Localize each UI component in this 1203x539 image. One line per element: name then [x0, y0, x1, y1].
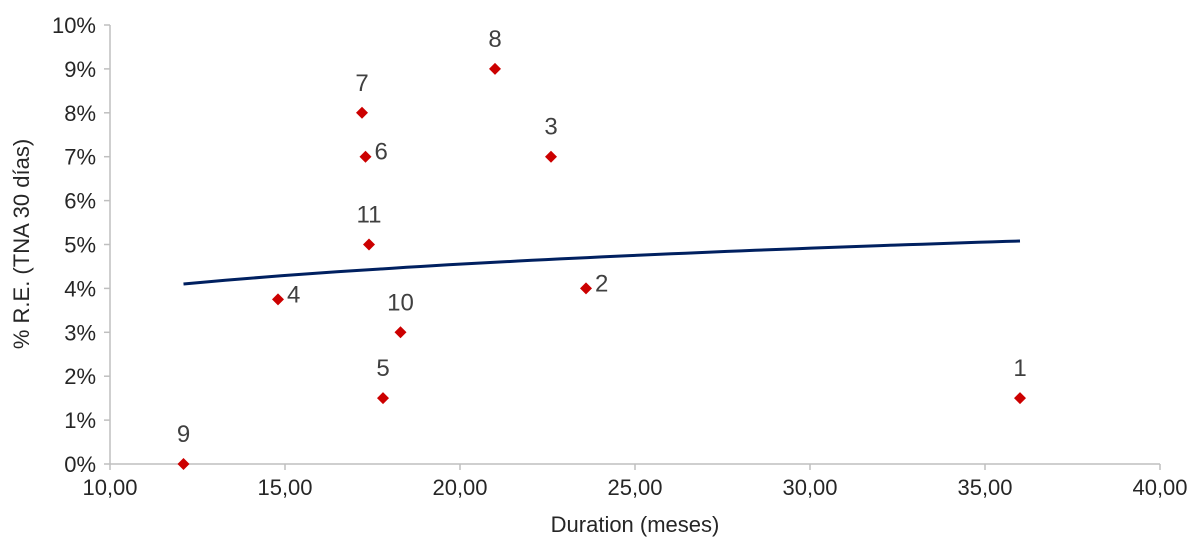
data-point-label: 6	[375, 139, 388, 166]
y-axis-title: % R.E. (TNA 30 días)	[9, 139, 34, 349]
data-point-labels: 1 2 3 4 5 6 7 8 9 10 11	[177, 26, 1027, 448]
data-point-label: 2	[595, 270, 608, 297]
x-tick-label: 15,00	[257, 475, 312, 500]
data-point-label: 3	[544, 114, 557, 141]
data-point-marker	[359, 150, 372, 163]
x-axis-title: Duration (meses)	[551, 512, 720, 537]
y-tick-label: 4%	[64, 276, 96, 301]
data-points	[177, 62, 1026, 470]
y-tick-label: 2%	[64, 364, 96, 389]
data-point-marker	[489, 62, 501, 75]
y-tick-label: 1%	[64, 408, 96, 433]
data-point-marker	[377, 392, 389, 405]
data-point-label: 10	[387, 289, 414, 316]
data-point-marker	[1014, 392, 1026, 405]
x-tick-label: 25,00	[607, 475, 662, 500]
y-tick-label: 10%	[52, 13, 96, 38]
x-tick-label: 40,00	[1132, 475, 1187, 500]
y-tick-label: 7%	[64, 145, 96, 170]
y-tick-label: 5%	[64, 233, 96, 258]
y-axis-ticks: 0% 1% 2% 3% 4% 5% 6% 7% 8% 9% 10%	[52, 13, 110, 477]
data-point-label: 11	[357, 202, 382, 229]
x-tick-label: 20,00	[432, 475, 487, 500]
y-tick-label: 3%	[64, 320, 96, 345]
data-point-marker	[177, 458, 190, 470]
data-point-label: 8	[488, 26, 501, 53]
data-point-label: 9	[177, 421, 190, 448]
y-tick-label: 9%	[64, 57, 96, 82]
trendline	[183, 239, 1021, 286]
data-point-marker	[356, 106, 368, 119]
y-tick-label: 0%	[64, 452, 96, 477]
y-tick-label: 6%	[64, 189, 96, 214]
data-point-label: 4	[287, 281, 300, 308]
x-tick-label: 10,00	[82, 475, 137, 500]
data-point-marker	[272, 293, 284, 306]
y-tick-label: 8%	[64, 101, 96, 126]
x-tick-label: 35,00	[957, 475, 1012, 500]
data-point-marker	[363, 238, 375, 251]
data-point-label: 5	[376, 355, 389, 382]
data-point-marker	[394, 326, 407, 339]
x-tick-label: 30,00	[782, 475, 837, 500]
data-point-marker	[545, 150, 557, 163]
x-axis-ticks: 10,00 15,00 20,00 25,00 30,00 35,00 40,00	[82, 464, 1188, 500]
data-point-label: 1	[1013, 355, 1026, 382]
data-point-label: 7	[355, 70, 368, 97]
data-point-marker	[580, 282, 592, 295]
